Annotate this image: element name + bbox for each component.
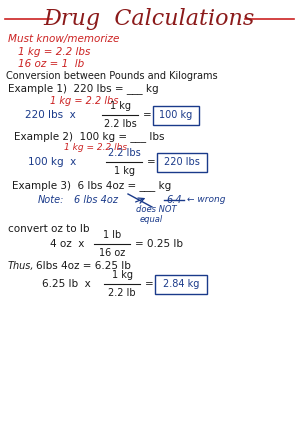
- Text: 6.25 lb  x: 6.25 lb x: [42, 279, 91, 289]
- Text: 1 kg = 2.2 lbs: 1 kg = 2.2 lbs: [18, 47, 90, 57]
- Text: 6.4: 6.4: [166, 195, 181, 205]
- Text: Drug  Calculations: Drug Calculations: [43, 8, 255, 30]
- Text: 2.2 lbs: 2.2 lbs: [108, 148, 140, 158]
- Text: convert oz to lb: convert oz to lb: [8, 224, 89, 234]
- Text: ← wrong: ← wrong: [187, 195, 225, 205]
- Text: 1 kg: 1 kg: [112, 270, 132, 280]
- FancyBboxPatch shape: [157, 152, 207, 171]
- Text: does NOT: does NOT: [136, 206, 177, 214]
- Text: 1 kg = 2.2 lbs: 1 kg = 2.2 lbs: [64, 143, 127, 152]
- Text: Example 2)  100 kg = ___ lbs: Example 2) 100 kg = ___ lbs: [14, 132, 164, 143]
- Text: =: =: [143, 110, 152, 120]
- Text: Note:: Note:: [38, 195, 64, 205]
- FancyBboxPatch shape: [153, 106, 199, 124]
- Text: 100 kg  x: 100 kg x: [28, 157, 76, 167]
- Text: 220 lbs: 220 lbs: [164, 157, 200, 167]
- Text: 220 lbs  x: 220 lbs x: [25, 110, 76, 120]
- Text: 1 kg = 2.2 lbs: 1 kg = 2.2 lbs: [50, 96, 118, 106]
- Text: = 0.25 lb: = 0.25 lb: [135, 239, 183, 249]
- Text: Example 3)  6 lbs 4oz = ___ kg: Example 3) 6 lbs 4oz = ___ kg: [12, 181, 171, 192]
- Text: 16 oz: 16 oz: [99, 248, 125, 258]
- Text: =: =: [147, 157, 156, 167]
- Text: 1 kg: 1 kg: [109, 101, 130, 111]
- Text: Conversion between Pounds and Kilograms: Conversion between Pounds and Kilograms: [6, 71, 218, 81]
- Text: equal: equal: [140, 214, 163, 224]
- Text: 1 kg: 1 kg: [114, 166, 135, 176]
- Text: 4 oz  x: 4 oz x: [50, 239, 84, 249]
- FancyBboxPatch shape: [155, 274, 207, 293]
- Text: 1 lb: 1 lb: [103, 230, 121, 240]
- Text: 6lbs 4oz = 6.25 lb: 6lbs 4oz = 6.25 lb: [36, 261, 131, 271]
- Text: 2.2 lbs: 2.2 lbs: [104, 119, 136, 129]
- Text: 100 kg: 100 kg: [159, 110, 193, 120]
- Text: Must know/memorize: Must know/memorize: [8, 34, 119, 44]
- Text: 2.2 lb: 2.2 lb: [108, 288, 136, 298]
- Text: 2.84 kg: 2.84 kg: [163, 279, 199, 289]
- Text: 6 lbs 4oz: 6 lbs 4oz: [74, 195, 118, 205]
- Text: 16 oz = 1  lb: 16 oz = 1 lb: [18, 59, 84, 69]
- Text: Example 1)  220 lbs = ___ kg: Example 1) 220 lbs = ___ kg: [8, 84, 159, 95]
- Text: Thus,: Thus,: [8, 261, 34, 271]
- Text: =: =: [145, 279, 154, 289]
